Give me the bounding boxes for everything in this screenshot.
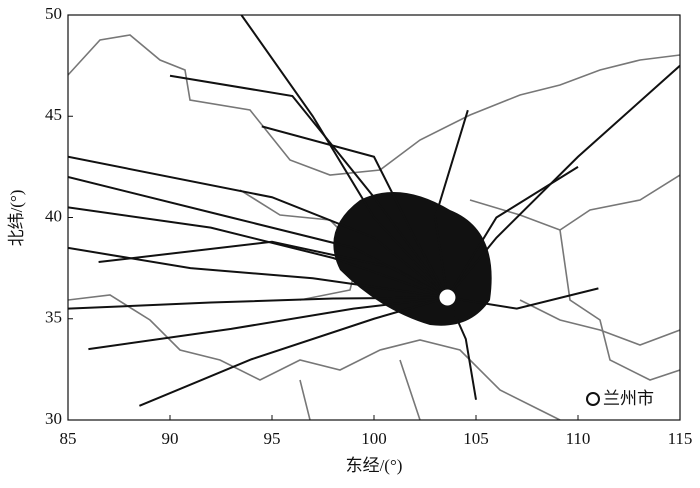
trajectory [446,166,579,299]
x-tick-label: 85 [60,429,77,448]
trajectory [139,296,448,407]
y-tick-label: 35 [45,308,62,327]
x-axis-label: 东经/(°) [346,456,403,475]
trajectory [446,64,680,299]
trajectories [68,15,680,407]
y-tick-label: 45 [45,105,62,124]
trajectory [88,296,448,351]
x-tick-label: 95 [264,429,281,448]
x-tick-label: 100 [361,429,387,448]
y-tick-label: 50 [45,4,62,23]
station-point [439,289,456,306]
x-tick-label: 110 [566,429,591,448]
y-tick-label: 30 [45,409,62,428]
y-axis-label: 北纬/(°) [7,190,26,247]
trajectory [261,125,449,298]
x-tick-label: 115 [668,429,693,448]
trajectory [68,296,448,310]
trajectory [68,155,449,299]
borders [68,34,680,420]
legend-marker [586,392,600,406]
y-tick-label: 40 [45,206,62,225]
trajectory [434,109,469,298]
legend-label: 兰州市 [603,389,654,408]
trajectory [240,15,449,299]
trajectory [447,287,599,310]
trajectory [68,176,448,299]
trajectory [446,297,477,400]
x-tick-label: 90 [162,429,179,448]
x-tick-label: 105 [463,429,489,448]
